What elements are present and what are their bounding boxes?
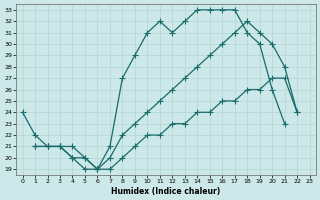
X-axis label: Humidex (Indice chaleur): Humidex (Indice chaleur) [111,187,221,196]
